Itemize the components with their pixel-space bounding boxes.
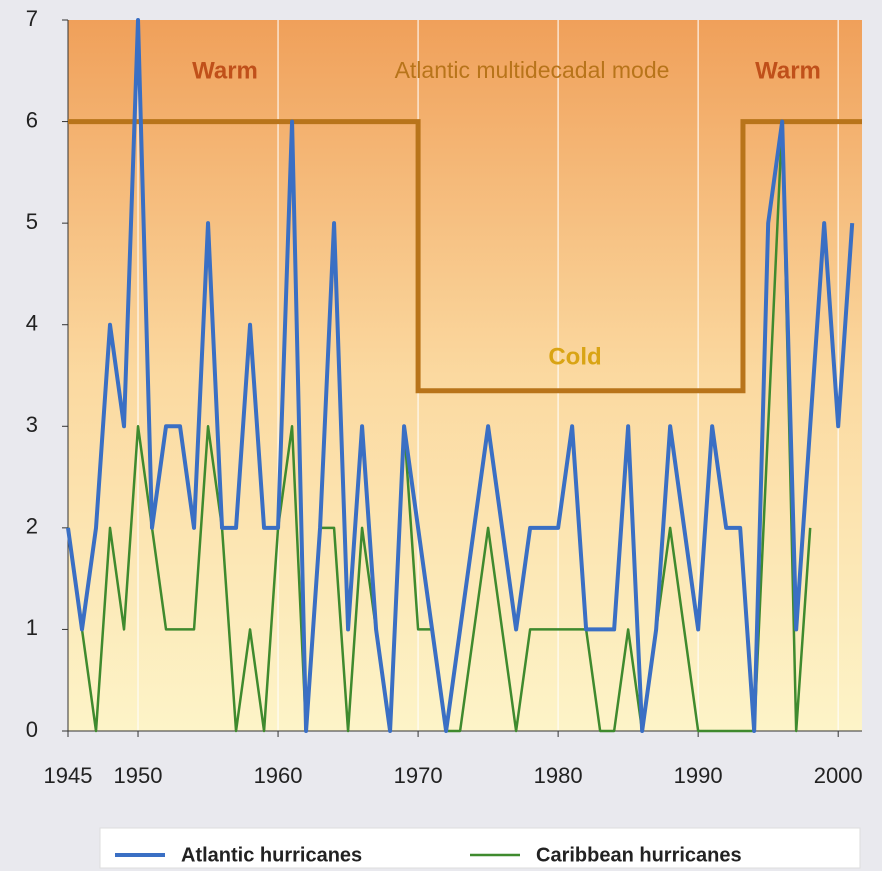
x-tick-label: 1950 bbox=[114, 763, 163, 788]
y-tick-label: 1 bbox=[26, 615, 38, 640]
annotation: Warm bbox=[755, 57, 821, 84]
x-tick-label: 1970 bbox=[394, 763, 443, 788]
y-tick-label: 4 bbox=[26, 311, 38, 336]
y-tick-label: 2 bbox=[26, 514, 38, 539]
annotation: Cold bbox=[548, 343, 601, 370]
y-tick-label: 6 bbox=[26, 107, 38, 132]
y-tick-label: 0 bbox=[26, 717, 38, 742]
legend-box bbox=[99, 827, 861, 869]
x-tick-label: 2000 bbox=[814, 763, 863, 788]
x-tick-label: 1980 bbox=[534, 763, 583, 788]
legend-label: Caribbean hurricanes bbox=[536, 844, 742, 866]
annotation: Warm bbox=[192, 57, 258, 84]
y-tick-label: 3 bbox=[26, 412, 38, 437]
series-line bbox=[66, 18, 855, 733]
mode-line bbox=[68, 119, 862, 394]
x-tick-label: 1945 bbox=[44, 763, 93, 788]
x-tick-label: 1960 bbox=[254, 763, 303, 788]
x-tick-label: 1990 bbox=[674, 763, 723, 788]
legend-label: Atlantic hurricanes bbox=[181, 844, 362, 866]
y-tick-label: 7 bbox=[26, 6, 38, 31]
mode-label: Atlantic multidecadal mode bbox=[395, 57, 670, 83]
y-tick-label: 5 bbox=[26, 209, 38, 234]
